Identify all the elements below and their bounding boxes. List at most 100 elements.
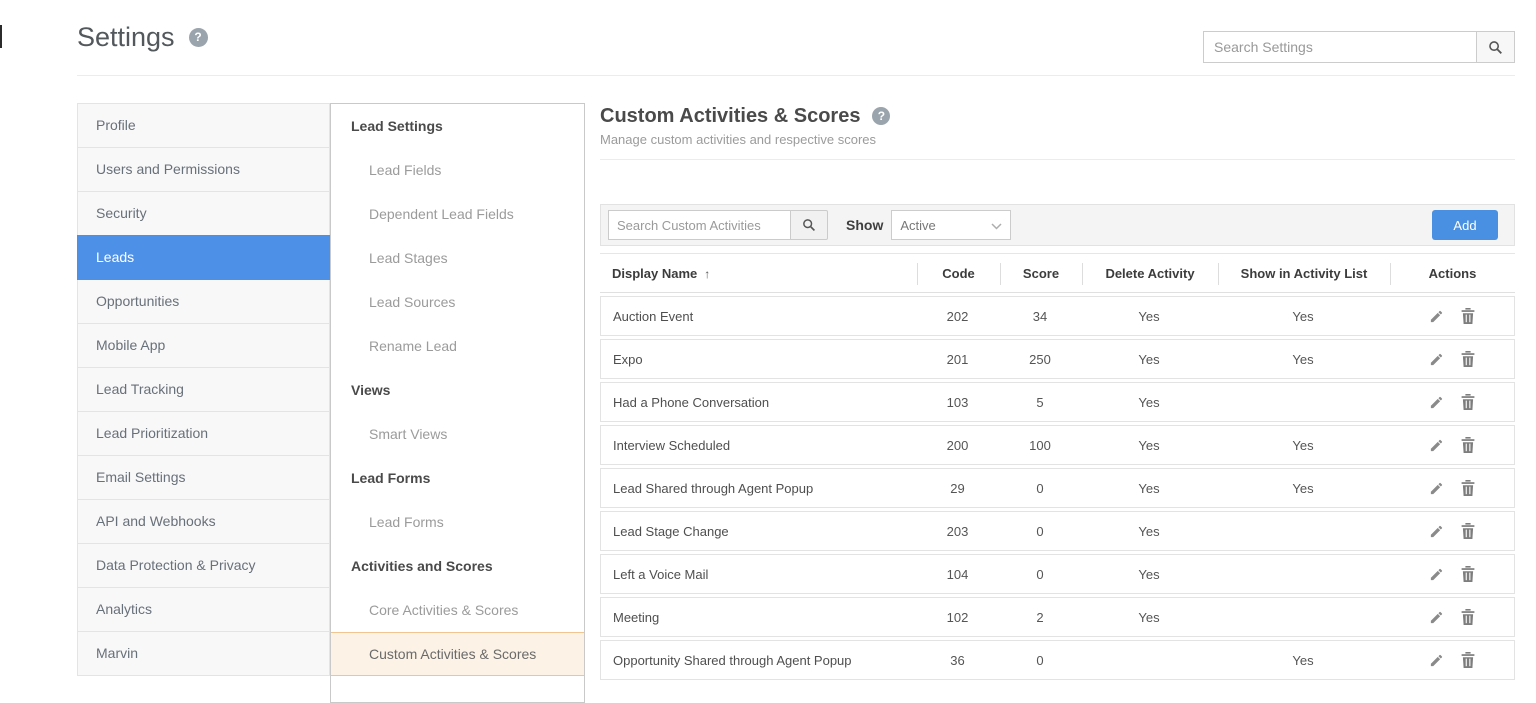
- cell-actions: [1389, 351, 1514, 367]
- pencil-icon: [1430, 654, 1442, 666]
- column-header-code[interactable]: Code: [917, 254, 1000, 294]
- sort-ascending-icon: ↑: [704, 267, 711, 281]
- sidebar-item-lead-tracking[interactable]: Lead Tracking: [77, 367, 330, 412]
- section-help-icon[interactable]: ?: [872, 107, 891, 125]
- submenu-item-core-activities-scores[interactable]: Core Activities & Scores: [369, 602, 519, 618]
- edit-button[interactable]: [1429, 395, 1444, 410]
- add-button[interactable]: Add: [1432, 210, 1498, 240]
- sidebar-item-api-and-webhooks[interactable]: API and Webhooks: [77, 499, 330, 544]
- delete-button[interactable]: [1461, 609, 1475, 625]
- edit-button[interactable]: [1429, 309, 1444, 324]
- cell-display-name: Meeting: [613, 609, 660, 625]
- activities-search-input[interactable]: [608, 210, 790, 240]
- submenu-section-lead-forms: Lead Forms: [351, 470, 431, 486]
- edit-button[interactable]: [1429, 653, 1444, 668]
- show-filter-dropdown[interactable]: Active: [891, 210, 1012, 240]
- cell-display-name: Left a Voice Mail: [613, 566, 709, 582]
- edit-button[interactable]: [1429, 610, 1444, 625]
- sidebar-item-lead-prioritization[interactable]: Lead Prioritization: [77, 411, 330, 456]
- submenu-item-lead-stages[interactable]: Lead Stages: [369, 250, 448, 266]
- submenu-item-smart-views[interactable]: Smart Views: [369, 426, 448, 442]
- cell-delete-activity: Yes: [1138, 480, 1160, 496]
- sidebar-item-users-and-permissions[interactable]: Users and Permissions: [77, 147, 330, 192]
- leads-submenu: Lead Settings Lead Fields Dependent Lead F…: [330, 103, 585, 703]
- cell-code: 103: [946, 394, 969, 410]
- submenu-item-rename-lead[interactable]: Rename Lead: [369, 338, 457, 354]
- submenu-item-lead-forms[interactable]: Lead Forms: [369, 514, 444, 530]
- app-header: Settings ?: [77, 16, 1515, 76]
- pencil-icon: [1430, 353, 1442, 365]
- cell-actions: [1389, 480, 1514, 496]
- sidebar-item-marvin[interactable]: Marvin: [77, 631, 330, 676]
- pencil-icon: [1430, 310, 1442, 322]
- cell-score: 34: [1032, 308, 1048, 324]
- delete-button[interactable]: [1461, 652, 1475, 668]
- sidebar-item-leads[interactable]: Leads: [77, 235, 330, 280]
- column-header-score[interactable]: Score: [1000, 254, 1082, 294]
- delete-button[interactable]: [1461, 308, 1475, 324]
- chevron-down-icon: [991, 223, 1002, 230]
- submenu-item-dependent-lead-fields[interactable]: Dependent Lead Fields: [369, 206, 514, 222]
- cell-code: 36: [950, 652, 965, 668]
- table-row: Lead Shared through Agent Popup 29 0 Yes Yes: [600, 468, 1515, 508]
- cell-delete-activity: Yes: [1138, 609, 1160, 625]
- delete-button[interactable]: [1461, 566, 1475, 582]
- submenu-item-lead-fields[interactable]: Lead Fields: [369, 162, 442, 178]
- settings-search-input[interactable]: [1204, 32, 1476, 62]
- cell-actions: [1389, 523, 1514, 539]
- cell-show-in-activity-list: Yes: [1292, 437, 1314, 453]
- settings-search-box: [1203, 31, 1515, 63]
- table-row: Opportunity Shared through Agent Popup 36…: [600, 640, 1515, 680]
- cell-display-name: Interview Scheduled: [613, 437, 731, 453]
- cell-score: 5: [1036, 394, 1044, 410]
- pencil-icon: [1430, 482, 1442, 494]
- trash-icon: [1461, 566, 1474, 582]
- window-edge-artifact: [0, 25, 2, 48]
- cell-display-name: Opportunity Shared through Agent Popup: [613, 652, 852, 668]
- edit-button[interactable]: [1429, 438, 1444, 453]
- column-header-show-in-activity-list[interactable]: Show in Activity List: [1218, 254, 1390, 294]
- trash-icon: [1461, 652, 1474, 668]
- trash-icon: [1461, 480, 1474, 496]
- table-row: Auction Event 202 34 Yes Yes: [600, 296, 1515, 336]
- delete-button[interactable]: [1461, 480, 1475, 496]
- delete-button[interactable]: [1461, 523, 1475, 539]
- help-icon[interactable]: ?: [188, 27, 208, 47]
- sidebar-item-profile[interactable]: Profile: [77, 103, 330, 148]
- table-row: Interview Scheduled 200 100 Yes Yes: [600, 425, 1515, 465]
- cell-score: 100: [1029, 437, 1051, 453]
- delete-button[interactable]: [1461, 437, 1475, 453]
- cell-score: 0: [1036, 566, 1044, 582]
- table-row: Had a Phone Conversation 103 5 Yes: [600, 382, 1515, 422]
- column-header-display-name[interactable]: Display Name ↑: [600, 254, 917, 294]
- edit-button[interactable]: [1429, 567, 1444, 582]
- section-subtitle: Manage custom activities and respective …: [600, 132, 877, 147]
- delete-button[interactable]: [1461, 394, 1475, 410]
- cell-code: 203: [946, 523, 969, 539]
- activities-search-button[interactable]: [790, 210, 828, 240]
- settings-search-button[interactable]: [1476, 32, 1514, 62]
- cell-code: 202: [946, 308, 969, 324]
- cell-actions: [1389, 308, 1514, 324]
- pencil-icon: [1430, 611, 1442, 623]
- cell-delete-activity: Yes: [1138, 351, 1160, 367]
- delete-button[interactable]: [1461, 351, 1475, 367]
- sidebar-item-analytics[interactable]: Analytics: [77, 587, 330, 632]
- table-row: Meeting 102 2 Yes: [600, 597, 1515, 637]
- submenu-item-custom-activities-scores[interactable]: Custom Activities & Scores: [331, 632, 584, 676]
- edit-button[interactable]: [1429, 352, 1444, 367]
- cell-actions: [1389, 609, 1514, 625]
- sidebar-item-security[interactable]: Security: [77, 191, 330, 236]
- edit-button[interactable]: [1429, 524, 1444, 539]
- submenu-item-lead-sources[interactable]: Lead Sources: [369, 294, 456, 310]
- edit-button[interactable]: [1429, 481, 1444, 496]
- cell-code: 102: [946, 609, 969, 625]
- sidebar-item-mobile-app[interactable]: Mobile App: [77, 323, 330, 368]
- sidebar-item-opportunities[interactable]: Opportunities: [77, 279, 330, 324]
- trash-icon: [1461, 308, 1474, 324]
- sidebar-item-email-settings[interactable]: Email Settings: [77, 455, 330, 500]
- cell-delete-activity: Yes: [1138, 394, 1160, 410]
- cell-display-name: Lead Stage Change: [613, 523, 729, 539]
- sidebar-item-data-protection-privacy[interactable]: Data Protection & Privacy: [77, 543, 330, 588]
- column-header-delete-activity[interactable]: Delete Activity: [1082, 254, 1218, 294]
